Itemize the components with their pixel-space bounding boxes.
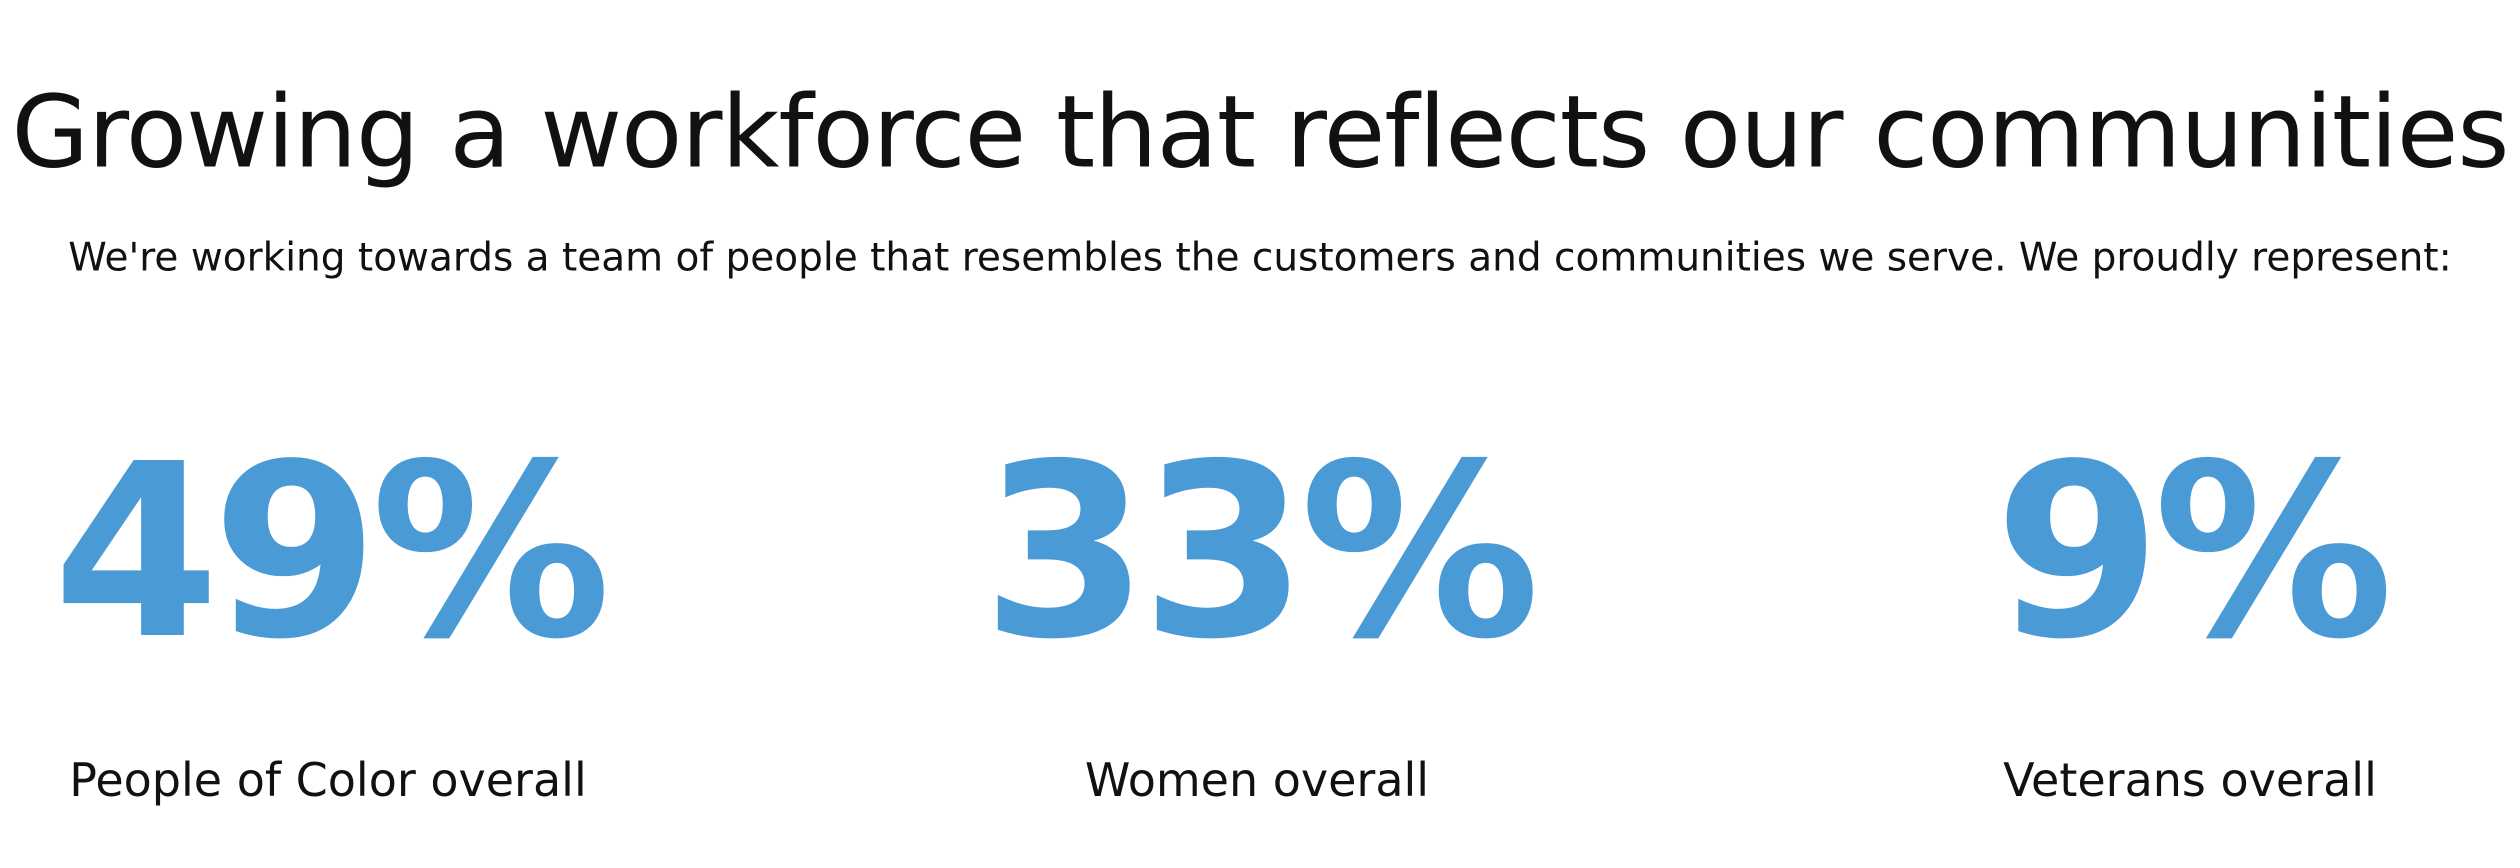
stat-label: Veterans overall — [2003, 753, 2377, 807]
stat-value: 49% — [52, 412, 611, 692]
subtitle: We're working towards a team of people t… — [68, 235, 2452, 281]
stat-label: People of Color overall — [69, 753, 587, 807]
stat-value: 33% — [981, 412, 1540, 692]
stat-value: 9% — [1994, 412, 2393, 692]
stat-label: Women overall — [1084, 753, 1430, 807]
title: Growing a workforce that reflects our co… — [11, 73, 2510, 191]
